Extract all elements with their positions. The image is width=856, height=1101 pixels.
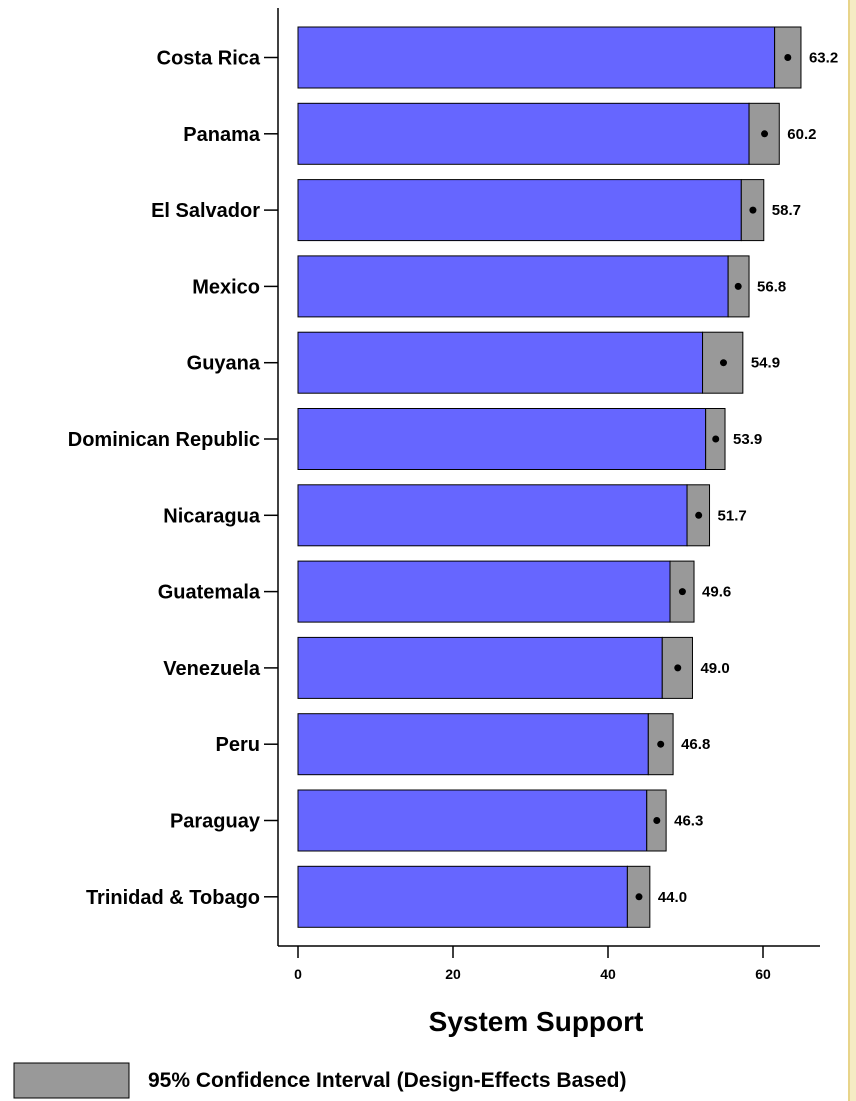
category-label: Dominican Republic xyxy=(68,429,260,451)
bar xyxy=(297,789,648,852)
bar xyxy=(297,26,776,89)
legend-swatch xyxy=(13,1062,130,1099)
bar xyxy=(297,636,663,699)
data-label: 46.8 xyxy=(681,736,710,753)
x-tick-label: 60 xyxy=(755,966,771,982)
bar xyxy=(297,560,671,623)
bar xyxy=(297,408,707,470)
category-label: Guatemala xyxy=(158,582,261,604)
bar xyxy=(297,102,750,165)
ci-box xyxy=(647,713,674,776)
category-label: Mexico xyxy=(192,276,260,298)
point-estimate xyxy=(734,282,742,290)
x-axis-title: System Support xyxy=(429,1006,644,1037)
data-label: 58.7 xyxy=(772,202,801,219)
data-label: 53.9 xyxy=(733,431,762,448)
point-estimate xyxy=(784,54,792,61)
category-label: Venezuela xyxy=(163,658,261,680)
bar xyxy=(297,331,704,394)
data-label: 56.8 xyxy=(757,278,786,295)
point-estimate xyxy=(678,588,686,596)
data-label: 60.2 xyxy=(787,126,816,143)
point-estimate xyxy=(657,740,665,748)
x-tick-label: 40 xyxy=(600,966,616,982)
bar xyxy=(297,713,649,776)
data-label: 54.9 xyxy=(751,355,780,372)
category-label: Costa Rica xyxy=(157,48,261,70)
legend-label: 95% Confidence Interval (Design-Effects … xyxy=(148,1069,626,1092)
x-tick-label: 0 xyxy=(294,966,302,982)
point-estimate xyxy=(719,359,727,367)
x-tick-label: 20 xyxy=(445,966,461,982)
category-label: Trinidad & Tobago xyxy=(86,887,260,909)
point-estimate xyxy=(635,893,643,901)
category-label: Guyana xyxy=(187,353,261,375)
point-estimate xyxy=(653,817,661,824)
data-label: 51.7 xyxy=(718,507,747,524)
bars-layer: 63.2 Costa Rica 60.2 Panama 58.7 El Salvador 5… xyxy=(68,26,838,928)
point-estimate xyxy=(749,206,757,214)
page-border-decoration xyxy=(848,0,856,1101)
category-label: Panama xyxy=(183,124,261,146)
category-label: Nicaragua xyxy=(163,505,261,527)
point-estimate xyxy=(695,511,703,519)
data-label: 44.0 xyxy=(658,889,687,906)
bar xyxy=(297,484,688,547)
category-label: El Salvador xyxy=(151,200,260,222)
data-label: 49.0 xyxy=(700,660,729,677)
data-label: 49.6 xyxy=(702,584,731,601)
data-label: 46.3 xyxy=(674,813,703,830)
bar xyxy=(297,865,628,928)
point-estimate xyxy=(674,664,682,672)
point-estimate xyxy=(712,435,720,443)
category-label: Peru xyxy=(216,734,260,756)
data-label: 63.2 xyxy=(809,50,838,67)
bar xyxy=(297,255,729,318)
bar xyxy=(297,179,742,242)
x-ticks-layer: 0 20 40 60 xyxy=(294,946,771,982)
category-label: Paraguay xyxy=(170,811,261,833)
point-estimate xyxy=(761,130,769,138)
